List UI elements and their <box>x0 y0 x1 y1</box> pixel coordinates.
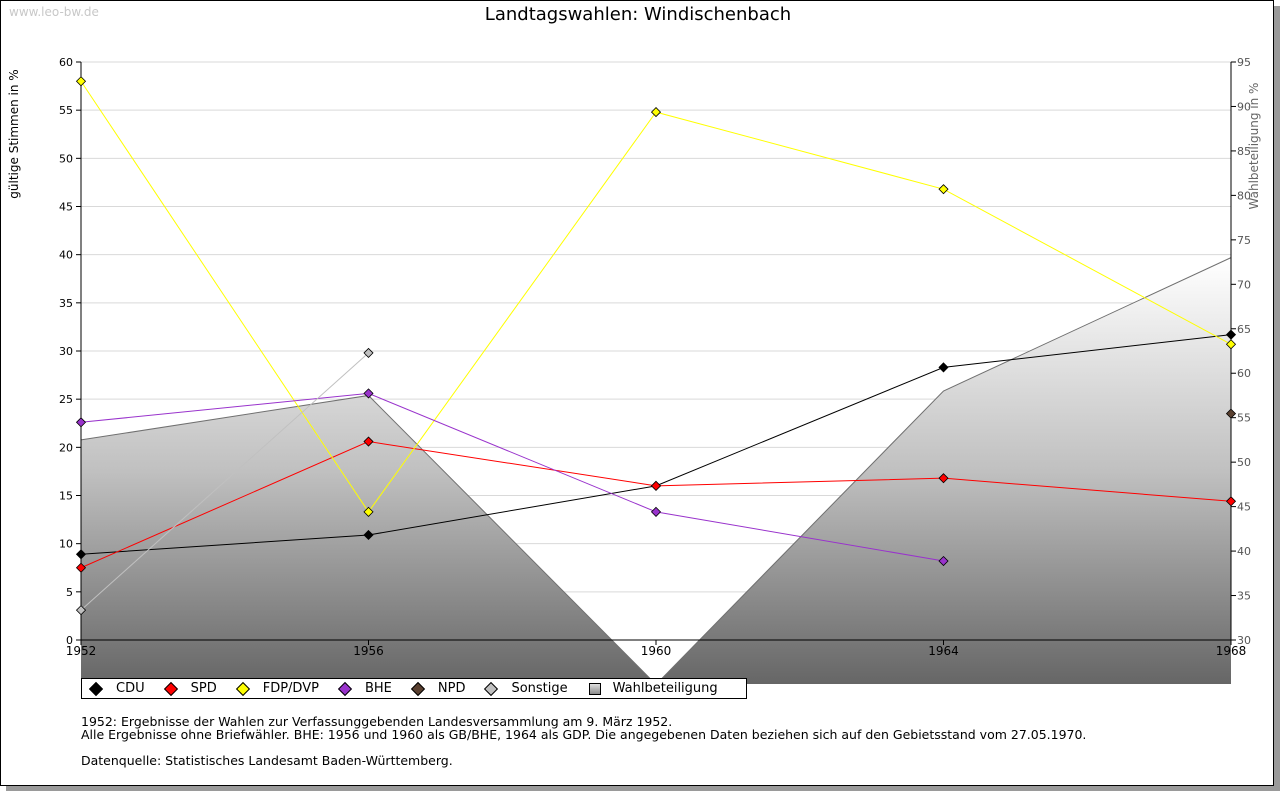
legend-item-wahlbeteiligung: Wahlbeteiligung <box>588 681 718 696</box>
watermark: www.leo-bw.de <box>9 5 99 19</box>
right-tick-label: 75 <box>1237 234 1251 247</box>
legend-label-npd: NPD <box>437 681 466 696</box>
left-tick-label: 25 <box>59 393 73 406</box>
point-bhe <box>938 555 949 567</box>
legend-item-npd: NPD <box>410 681 466 696</box>
series-line-bhe <box>80 392 944 562</box>
legend: CDU SPD FDP/DVP BHE NPD Sonstige Wahlbeteiligu… <box>81 678 747 699</box>
point-fdp-dvp <box>650 107 662 118</box>
y2-axis-title: Wahlbeteiligung in % <box>1247 83 1261 210</box>
left-tick-label: 15 <box>59 490 73 503</box>
left-tick-label: 35 <box>59 297 73 310</box>
point-sonstige <box>75 605 87 616</box>
left-tick-label: 30 <box>59 345 73 358</box>
point-cdu <box>75 549 87 560</box>
left-tick-label: 10 <box>59 538 73 551</box>
legend-label-fdp-dvp: FDP/DVP <box>262 681 319 696</box>
point-fdp-dvp <box>75 76 87 87</box>
legend-item-cdu: CDU <box>88 681 145 696</box>
point-spd <box>75 562 87 573</box>
legend-label-wahlbeteiligung: Wahlbeteiligung <box>612 681 718 696</box>
point-spd <box>1225 496 1237 507</box>
legend-item-bhe: BHE <box>337 681 392 696</box>
point-fdp-dvp <box>1225 339 1237 350</box>
legend-label-cdu: CDU <box>116 681 145 696</box>
x-tick-label: 1960 <box>641 644 672 658</box>
legend-marker-npd <box>410 681 425 696</box>
left-tick-label: 0 <box>66 634 73 647</box>
note-1952: 1952: Ergebnisse der Wahlen zur Verfassu… <box>81 714 673 729</box>
legend-marker-cdu <box>88 681 104 696</box>
right-tick-label: 85 <box>1237 145 1251 158</box>
point-bhe <box>650 506 662 517</box>
right-tick-label: 50 <box>1237 456 1251 469</box>
point-bhe <box>75 417 87 428</box>
left-tick-label: 40 <box>59 249 73 262</box>
right-tick-label: 90 <box>1237 100 1251 113</box>
left-tick-label: 60 <box>59 56 73 69</box>
right-tick-label: 80 <box>1237 189 1251 202</box>
legend-item-fdp-dvp: FDP/DVP <box>235 681 319 696</box>
legend-item-spd: SPD <box>163 681 217 696</box>
legend-marker-sonstige <box>484 681 499 696</box>
point-spd <box>650 480 662 491</box>
point-cdu <box>938 362 949 373</box>
point-sonstige <box>363 347 374 358</box>
right-tick-label: 60 <box>1237 367 1251 380</box>
legend-marker-bhe <box>337 681 353 696</box>
right-tick-label: 70 <box>1237 278 1251 291</box>
legend-label-sonstige: Sonstige <box>511 681 568 696</box>
left-tick-label: 55 <box>59 104 73 117</box>
point-fdp-dvp <box>938 184 949 195</box>
x-tick-label: 1956 <box>353 644 384 658</box>
left-tick-label: 45 <box>59 201 73 214</box>
legend-item-sonstige: Sonstige <box>484 681 568 696</box>
legend-marker-wahlbeteiligung <box>588 682 601 695</box>
chart-title: Landtagswahlen: Windischenbach <box>484 4 792 25</box>
right-tick-label: 30 <box>1237 634 1251 647</box>
right-tick-label: 55 <box>1237 412 1251 425</box>
point-spd <box>938 473 949 484</box>
left-tick-label: 5 <box>66 586 73 599</box>
point-cdu <box>1225 329 1237 340</box>
x-tick-label: 1968 <box>1216 644 1247 658</box>
x-tick-label: 1964 <box>928 644 959 658</box>
right-tick-label: 95 <box>1237 56 1251 69</box>
right-tick-label: 35 <box>1237 590 1251 603</box>
series-line-sonstige <box>80 352 369 611</box>
right-tick-label: 65 <box>1237 323 1251 336</box>
y-axis-title: gültige Stimmen in % <box>7 69 21 198</box>
turnout-area <box>81 257 1231 685</box>
point-cdu <box>363 529 374 541</box>
left-tick-label: 20 <box>59 441 73 454</box>
point-spd <box>363 436 374 447</box>
right-tick-label: 40 <box>1237 545 1251 558</box>
left-tick-label: 50 <box>59 152 73 165</box>
right-tick-label: 45 <box>1237 501 1251 514</box>
point-bhe <box>363 388 374 399</box>
point-npd <box>1225 408 1237 419</box>
legend-marker-spd <box>163 681 178 696</box>
x-tick-label: 1952 <box>66 644 97 658</box>
legend-label-bhe: BHE <box>364 681 392 696</box>
point-fdp-dvp <box>363 506 374 517</box>
legend-label-spd: SPD <box>190 681 217 696</box>
note-source: Datenquelle: Statistisches Landesamt Bad… <box>81 753 453 768</box>
legend-marker-fdp-dvp <box>235 681 250 696</box>
note-general: Alle Ergebnisse ohne Briefwähler. BHE: 1… <box>81 727 1087 742</box>
